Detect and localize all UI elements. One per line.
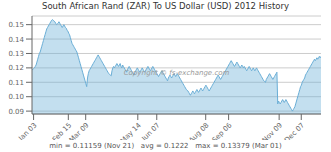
svg-text:Jun 07: Jun 07 bbox=[140, 121, 162, 140]
svg-text:Sep 06: Sep 06 bbox=[211, 121, 234, 140]
html-text:Copyright © fs-exchange.com: Copyright © fs-exchange.com bbox=[123, 68, 230, 77]
html-text:South African Rand (ZAR) To US: South African Rand (ZAR) To US Dollar (U… bbox=[42, 1, 289, 11]
svg-text:0.13: 0.13 bbox=[8, 50, 24, 58]
svg-text:0.10: 0.10 bbox=[8, 93, 24, 101]
svg-text:Mar 09: Mar 09 bbox=[68, 121, 91, 140]
svg-text:Dec 07: Dec 07 bbox=[283, 121, 306, 140]
svg-text:0.09: 0.09 bbox=[8, 108, 24, 116]
svg-text:0.15: 0.15 bbox=[8, 21, 24, 29]
svg-text:0.14: 0.14 bbox=[8, 36, 24, 44]
svg-text:0.12: 0.12 bbox=[8, 64, 24, 72]
svg-text:0.11: 0.11 bbox=[8, 79, 24, 87]
svg-text:Nov 09: Nov 09 bbox=[261, 121, 284, 140]
html-text:min = 0.11159 (Nov 21) avg = 0: min = 0.11159 (Nov 21) avg = 0.1222 max … bbox=[49, 142, 282, 150]
svg-text:Jan 03: Jan 03 bbox=[17, 121, 39, 140]
svg-text:Aug 08: Aug 08 bbox=[187, 121, 210, 140]
